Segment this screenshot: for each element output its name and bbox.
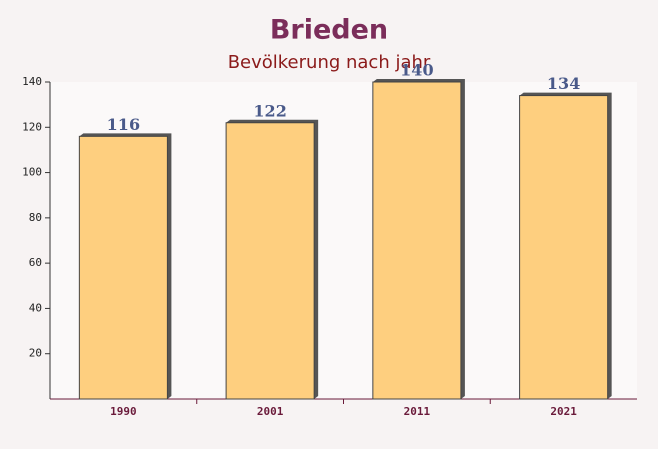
bar [519, 95, 609, 400]
value-label: 140 [400, 61, 433, 80]
y-tick-label: 100 [22, 166, 42, 179]
y-tick-label: 80 [29, 211, 42, 224]
bar [372, 81, 462, 400]
value-label: 122 [253, 101, 286, 120]
chart-subtitle: Bevölkerung nach jahr [228, 52, 431, 73]
bar [78, 135, 168, 400]
chart-title: Brieden [270, 15, 388, 46]
x-tick-label: 2021 [550, 405, 577, 418]
value-label: 116 [107, 115, 140, 134]
y-tick-label: 140 [22, 75, 42, 88]
value-label: 134 [547, 74, 580, 93]
y-tick-label: 40 [29, 301, 42, 314]
x-tick-label: 2011 [404, 405, 431, 418]
bar [225, 122, 315, 400]
y-tick-label: 20 [29, 347, 42, 360]
y-tick-label: 120 [22, 120, 42, 133]
x-tick-label: 1990 [110, 405, 137, 418]
y-tick-label: 60 [29, 256, 42, 269]
x-tick-label: 2001 [257, 405, 284, 418]
